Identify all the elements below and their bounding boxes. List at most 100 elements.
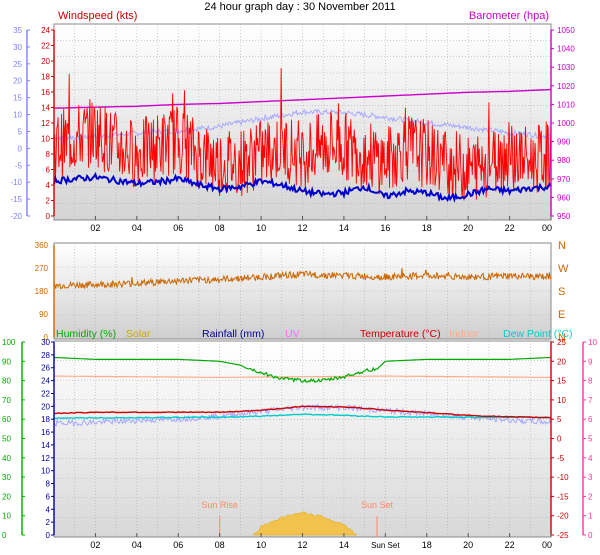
axis-tick-label: 0 (2, 531, 7, 540)
direction-tick-label: 180 (35, 287, 49, 296)
axis-tick-label: 0 (46, 531, 51, 540)
x-tick-label: 22 (505, 223, 515, 233)
axis-tick-label: -15 (10, 195, 22, 204)
series-dewpoint-line (53, 413, 552, 420)
axis-tick-label: 25 (13, 60, 22, 69)
sun-marker-label: Sun Rise (201, 500, 238, 510)
axis-tick-label: 18 (41, 415, 50, 424)
x-tick-label: 04 (132, 540, 142, 550)
series-windspeed-line (53, 68, 552, 201)
axis-tick-label: 24 (41, 377, 50, 386)
axis-tick-label: 9 (588, 357, 593, 366)
legend-label: Rainfall (mm) (202, 328, 264, 340)
windspeed-axis-title: Windspeed (kts) (58, 10, 137, 22)
axis-tick-label: 8 (46, 480, 51, 489)
axis-tick-label: 5 (557, 415, 562, 424)
axis-tick-label: 20 (557, 357, 566, 366)
direction-tick-label: 0 (44, 333, 49, 342)
axis-tick-label: 28 (41, 351, 50, 360)
axis-tick-label: 6 (46, 166, 51, 175)
axis-tick-label: 15 (557, 377, 566, 386)
temperature-humidity-panel: Sun Rise Sun Set 100908070605040302010030… (2, 328, 597, 550)
compass-label: N (558, 240, 566, 252)
series-temperature-line (53, 108, 552, 142)
series-barometer-line (53, 88, 552, 109)
page-title: 24 hour graph day : 30 November 2011 (204, 1, 395, 13)
x-tick-label: Sun Set (371, 541, 400, 550)
axis-tick-label: 950 (557, 212, 571, 221)
axis-tick-label: 18 (41, 73, 50, 82)
legend-label: Humidity (%) (56, 328, 116, 340)
compass-label: N (558, 332, 566, 344)
x-tick-label: 04 (132, 223, 142, 233)
axis-tick-label: 15 (13, 94, 22, 103)
x-tick-label: 16 (380, 223, 390, 233)
axis-tick-label: 1040 (557, 45, 575, 54)
axis-tick-label: 3 (588, 473, 593, 482)
axis-tick-label: 20 (13, 77, 22, 86)
axis-tick-label: 1000 (557, 119, 575, 128)
axis-tick-label: 960 (557, 193, 571, 202)
axis-tick-label: 2 (588, 492, 593, 501)
axis-tick-label: 20 (2, 492, 11, 501)
x-tick-label: 02 (90, 540, 100, 550)
axis-tick-label: -20 (10, 212, 22, 221)
x-tick-label: 10 (256, 223, 266, 233)
axis-tick-label: 30 (2, 473, 11, 482)
axis-tick-label: 100 (2, 338, 16, 347)
direction-tick-label: 90 (39, 310, 48, 319)
axis-tick-label: 980 (557, 156, 571, 165)
legend-label: UV (285, 328, 300, 340)
axis-tick-label: 7 (588, 396, 593, 405)
axis-tick-label: 8 (46, 150, 51, 159)
axis-tick-label: 12 (41, 454, 50, 463)
axis-tick-label: 970 (557, 175, 571, 184)
axis-tick-label: 10 (41, 467, 50, 476)
axis-tick-label: 16 (41, 88, 50, 97)
series-solar-area (252, 511, 357, 536)
axis-tick-label: 1010 (557, 100, 575, 109)
axis-tick-label: 90 (2, 357, 11, 366)
axis-tick-label: -10 (10, 178, 22, 187)
axis-tick-label: 70 (2, 396, 11, 405)
series-temperature-line (53, 405, 552, 419)
axis-tick-label: 10 (41, 135, 50, 144)
axis-tick-label: 20 (41, 57, 50, 66)
compass-label: E (558, 309, 565, 321)
axis-tick-label: 5 (588, 435, 593, 444)
compass-label: S (558, 286, 565, 298)
x-tick-label: 02 (90, 223, 100, 233)
axis-tick-label: 10 (2, 512, 11, 521)
x-tick-label: 20 (463, 223, 473, 233)
wind-baro-panel: 35302520151050-5-10-15-20242220181614121… (10, 10, 575, 233)
axis-tick-label: 0 (18, 144, 23, 153)
legend-label: Temperature (°C) (360, 328, 441, 340)
axis-tick-label: 10 (588, 338, 597, 347)
axis-tick-label: 50 (2, 435, 11, 444)
x-tick-label: 20 (463, 540, 473, 550)
axis-tick-label: 20 (41, 402, 50, 411)
x-tick-label: 12 (297, 223, 307, 233)
x-tick-label: 14 (339, 223, 349, 233)
x-tick-label: 06 (173, 223, 183, 233)
axis-tick-label: 1 (588, 512, 593, 521)
axis-tick-label: 0 (46, 212, 51, 221)
x-tick-label: 18 (422, 540, 432, 550)
x-tick-label: 10 (256, 540, 266, 550)
axis-tick-label: 26 (41, 364, 50, 373)
x-tick-label: 00 (542, 223, 552, 233)
temp-plot-area (53, 340, 552, 538)
axis-tick-label: 40 (2, 454, 11, 463)
axis-tick-label: -25 (557, 531, 569, 540)
axis-tick-label: 8 (588, 377, 593, 386)
axis-tick-label: -15 (557, 492, 569, 501)
x-tick-label: 14 (339, 540, 349, 550)
axis-tick-label: 60 (2, 415, 11, 424)
direction-tick-label: 270 (35, 264, 49, 273)
axis-tick-label: 1050 (557, 26, 575, 35)
series-average-wind-line (53, 172, 552, 203)
axis-tick-label: 4 (588, 454, 593, 463)
axis-tick-label: 6 (588, 415, 593, 424)
axis-tick-label: 80 (2, 377, 11, 386)
